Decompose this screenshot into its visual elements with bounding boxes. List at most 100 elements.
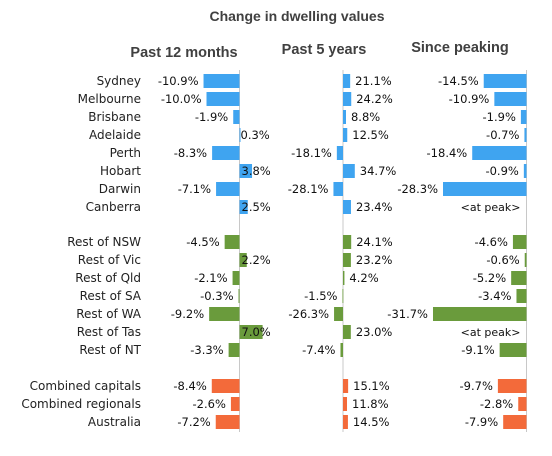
category-label-melbourne: Melbourne [78,92,141,106]
value-label-past-5-years-adelaide: 12.5% [352,128,389,142]
bar-since-peaking-sydney [483,74,527,88]
zero-axes [239,70,527,432]
value-label-since-peaking-melbourne: -10.9% [449,92,490,106]
bar-past-12-months-rest-of-qld [232,271,240,285]
value-label-past-12-months-adelaide: 0.3% [241,128,270,142]
category-label-perth: Perth [110,146,141,160]
value-label-since-peaking-rest-of-sa: -3.4% [478,289,511,303]
category-label-sydney: Sydney [97,74,141,88]
value-label-since-peaking-rest-of-nsw: -4.6% [475,235,508,249]
bar-since-peaking-brisbane [520,110,527,124]
value-label-past-12-months-australia: -7.2% [177,415,210,429]
category-label-rest-of-sa: Rest of SA [80,289,142,303]
value-label-past-12-months-brisbane: -1.9% [195,110,228,124]
value-label-past-5-years-canberra: 23.4% [356,200,393,214]
bar-past-12-months-hobart [239,164,253,178]
bar-past-5-years-sydney [343,74,351,88]
bar-past-5-years-rest-of-sa [342,289,344,303]
value-label-since-peaking-rest-of-nt: -9.1% [461,343,494,357]
bar-past-5-years-darwin [333,182,343,196]
bar-since-peaking-rest-of-nsw [512,235,527,249]
bar-past-12-months-combined-capitals [211,379,240,393]
bar-since-peaking-rest-of-qld [511,271,527,285]
value-label-since-peaking-combined-regionals: -2.8% [480,397,513,411]
value-label-since-peaking-hobart: -0.9% [485,164,518,178]
category-label-hobart: Hobart [100,164,141,178]
bar-since-peaking-darwin [443,182,527,196]
bar-past-5-years-melbourne [343,92,352,106]
value-label-past-12-months-combined-capitals: -8.4% [173,379,206,393]
bar-past-12-months-canberra [239,200,248,214]
value-label-past-12-months-darwin: -7.1% [178,182,211,196]
category-label-rest-of-vic: Rest of Vic [78,253,141,267]
bar-since-peaking-adelaide [524,128,527,142]
value-label-past-5-years-rest-of-vic: 23.2% [356,253,393,267]
value-label-past-5-years-rest-of-nsw: 24.1% [356,235,393,249]
value-label-since-peaking-australia: -7.9% [465,415,498,429]
value-label-past-5-years-sydney: 21.1% [355,74,392,88]
bar-past-5-years-combined-capitals [343,379,349,393]
bar-since-peaking-combined-regionals [518,397,527,411]
bar-past-5-years-combined-regionals [343,397,348,411]
category-label-rest-of-qld: Rest of Qld [75,271,141,285]
bar-since-peaking-australia [503,415,527,429]
bar-since-peaking-rest-of-vic [524,253,527,267]
value-label-past-5-years-melbourne: 24.2% [356,92,393,106]
bar-past-12-months-australia [215,415,240,429]
bar-since-peaking-hobart [523,164,527,178]
value-labels: -10.9% -10.0% -1.9% 0.3% -8.3% 3.8% -7.1% 2.5% -… [158,74,521,429]
category-label-rest-of-wa: Rest of WA [76,307,142,321]
bar-since-peaking-rest-of-wa [432,307,527,321]
value-label-since-peaking-perth: -18.4% [427,146,468,160]
value-label-past-5-years-brisbane: 8.8% [351,110,380,124]
bar-past-5-years-brisbane [343,110,346,124]
bar-past-12-months-rest-of-wa [209,307,240,321]
value-label-past-12-months-rest-of-vic: 2.2% [242,253,271,267]
bar-past-5-years-rest-of-vic [343,253,351,267]
category-label-rest-of-nt: Rest of NT [79,343,141,357]
bar-since-peaking-perth [472,146,527,160]
panel-title-past-5-years: Past 5 years [282,42,367,58]
category-label-australia: Australia [88,415,141,429]
category-label-adelaide: Adelaide [89,128,141,142]
value-label-past-5-years-perth: -18.1% [291,146,332,160]
bar-since-peaking-combined-capitals [497,379,527,393]
value-label-past-5-years-hobart: 34.7% [360,164,397,178]
panel-title-past-12-months: Past 12 months [130,45,237,61]
value-label-since-peaking-canberra: <at peak> [461,201,521,214]
value-label-past-5-years-combined-regionals: 11.8% [352,397,389,411]
value-label-past-12-months-combined-regionals: -2.6% [193,397,226,411]
bar-since-peaking-rest-of-sa [516,289,527,303]
bar-past-12-months-perth [212,146,240,160]
category-label-rest-of-tas: Rest of Tas [77,325,141,339]
bar-past-5-years-hobart [343,164,355,178]
value-label-past-5-years-australia: 14.5% [353,415,390,429]
value-label-since-peaking-adelaide: -0.7% [486,128,519,142]
value-label-past-12-months-rest-of-nt: -3.3% [190,343,223,357]
bar-past-12-months-rest-of-nt [228,343,240,357]
category-labels: Sydney Melbourne Brisbane Adelaide Perth Hoba… [21,74,141,429]
value-label-past-12-months-rest-of-tas: 7.0% [242,325,271,339]
category-label-canberra: Canberra [86,200,141,214]
value-label-since-peaking-combined-capitals: -9.7% [460,379,493,393]
value-label-since-peaking-darwin: -28.3% [397,182,438,196]
bar-past-5-years-australia [343,415,348,429]
category-label-brisbane: Brisbane [88,110,141,124]
value-label-since-peaking-rest-of-wa: -31.7% [387,307,428,321]
value-label-since-peaking-brisbane: -1.9% [483,110,516,124]
category-label-combined-regionals: Combined regionals [21,397,141,411]
value-label-past-12-months-canberra: 2.5% [242,200,271,214]
bar-past-5-years-canberra [343,200,351,214]
value-label-past-12-months-rest-of-wa: -9.2% [171,307,204,321]
bar-past-12-months-rest-of-sa [238,289,240,303]
bar-past-5-years-rest-of-nsw [343,235,352,249]
value-label-past-5-years-darwin: -28.1% [288,182,329,196]
value-label-past-12-months-perth: -8.3% [174,146,207,160]
bar-past-12-months-darwin [216,182,240,196]
bar-since-peaking-melbourne [494,92,527,106]
bar-past-12-months-rest-of-vic [239,253,247,267]
value-label-past-5-years-rest-of-wa: -26.3% [288,307,329,321]
bar-past-12-months-rest-of-tas [239,325,263,339]
category-label-darwin: Darwin [99,182,141,196]
